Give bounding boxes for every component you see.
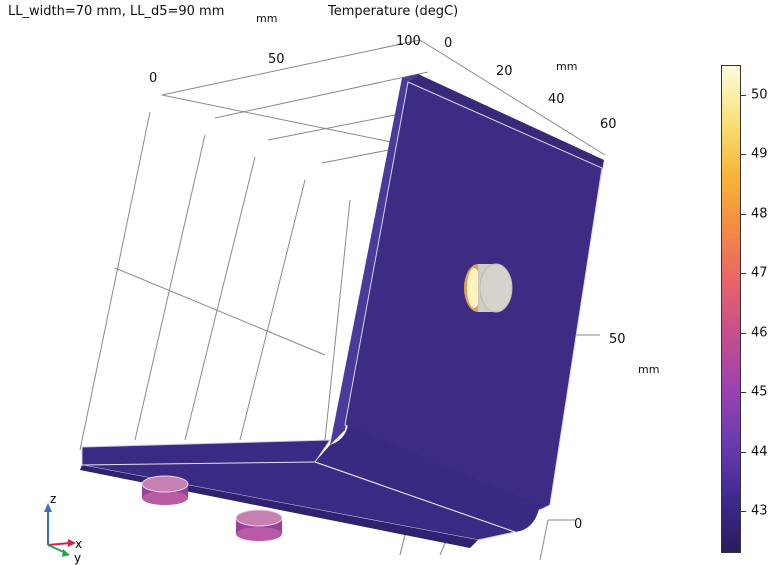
axis-tick-y-40: 40: [548, 92, 565, 107]
orientation-triad: z x y: [44, 492, 82, 565]
axis-tick-x-100: 100: [396, 34, 421, 49]
plot-title: LL_width=70 mm, LL_d5=90 mm: [8, 4, 225, 19]
triad-x-label: x: [75, 537, 82, 551]
colorbar-tick-mark: [741, 273, 746, 275]
colorbar-tick-mark: [741, 392, 746, 394]
triad-z-label: z: [50, 492, 56, 506]
colorbar-tick-mark: [741, 511, 746, 513]
colorbar-tick-label: 45: [751, 384, 768, 400]
triad-y-arrow-icon: [62, 549, 70, 557]
colorbar-tick-mark: [741, 94, 746, 96]
colorbar: [721, 65, 741, 553]
axis-tick-z-0: 0: [574, 517, 582, 532]
colorbar-tick-mark: [741, 451, 746, 453]
axis-tick-y-60: 60: [600, 117, 617, 132]
colorbar-tick-label: 44: [751, 444, 768, 460]
axis-tick-y-0: 0: [444, 36, 452, 51]
grid-line-top-x: [161, 39, 421, 96]
colorbar-tick-label: 48: [751, 206, 768, 222]
axis-tick-x-50: 50: [268, 52, 285, 67]
triad-z-arrow-icon: [44, 503, 52, 512]
colorbar-tick-label: 46: [751, 325, 768, 341]
bolt-boss-vertical: [464, 263, 513, 313]
bolt-boss-base-1: [141, 475, 189, 505]
colorbar-tick-mark: [741, 332, 746, 334]
colorbar-tick-label: 50: [751, 87, 768, 103]
bolt-boss-base-2: [235, 509, 283, 541]
triad-y-label: y: [74, 551, 81, 565]
plate-bend: [315, 425, 540, 532]
axis-grid: [79, 39, 606, 561]
grid-line-top-y: [419, 39, 606, 156]
axis-tick-z-50: 50: [609, 332, 626, 347]
colorbar-tick-label: 49: [751, 146, 768, 162]
axis-unit-z: mm: [638, 363, 659, 376]
axis-unit-y: mm: [556, 60, 577, 73]
plot-title-unit: mm: [256, 12, 278, 25]
axis-tick-y-20: 20: [496, 64, 513, 79]
colorbar-tick-label: 43: [751, 503, 768, 519]
colorbar-tick-mark: [741, 213, 746, 215]
plate-vertical-edge: [330, 74, 418, 445]
colorbar-tick-label: 47: [751, 265, 768, 281]
triad-x-arrow-icon: [68, 539, 76, 547]
colorbar-title: Temperature (degC): [328, 4, 459, 19]
axis-tick-x-0: 0: [149, 71, 157, 86]
colorbar-tick-mark: [741, 154, 746, 156]
